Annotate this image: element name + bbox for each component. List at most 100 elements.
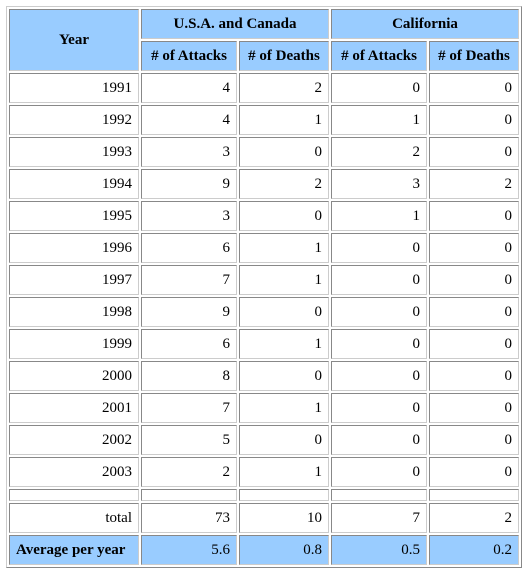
data-row: 2000 8 0 0 0	[9, 361, 519, 391]
header-row: # of Attacks # of Deaths # of Attacks # …	[9, 41, 519, 71]
data-row: 1994 9 2 3 2	[9, 169, 519, 199]
cell: 3	[141, 201, 237, 231]
group-header: U.S.A. and Canada	[141, 9, 329, 39]
row-label: 2002	[9, 425, 139, 455]
cell: 5	[141, 425, 237, 455]
row-label: 1991	[9, 73, 139, 103]
cell: 0.5	[331, 535, 427, 565]
year-header: Year	[9, 9, 139, 71]
data-row: 1995 3 0 1 0	[9, 201, 519, 231]
cell: 0	[429, 105, 519, 135]
column-header: # of Deaths	[429, 41, 519, 71]
cell: 0	[429, 137, 519, 167]
row-label: 1999	[9, 329, 139, 359]
cell: 2	[239, 73, 329, 103]
cell: 0	[331, 73, 427, 103]
data-row: 1996 6 1 0 0	[9, 233, 519, 263]
table-body: 1991 4 2 0 0 1992 4 1 1 0 1993 3 0 2 0 1994 9 2 3 2 1995 3 0 1 0…	[9, 73, 519, 565]
cell: 3	[141, 137, 237, 167]
cell: 0	[429, 201, 519, 231]
cell: 0.8	[239, 535, 329, 565]
cell: 2	[429, 503, 519, 533]
cell: 0	[429, 329, 519, 359]
cell: 0	[429, 233, 519, 263]
cell: 0	[331, 233, 427, 263]
cell: 0	[331, 265, 427, 295]
cell: 0	[429, 73, 519, 103]
cell: 9	[141, 297, 237, 327]
data-row: 1992 4 1 1 0	[9, 105, 519, 135]
row-label: 1992	[9, 105, 139, 135]
cell: 1	[239, 393, 329, 423]
cell: 1	[239, 233, 329, 263]
cell: 0	[429, 265, 519, 295]
data-row: 1997 7 1 0 0	[9, 265, 519, 295]
data-row: 2001 7 1 0 0	[9, 393, 519, 423]
cell: 2	[141, 457, 237, 487]
group-header: California	[331, 9, 519, 39]
row-label: 2001	[9, 393, 139, 423]
cell: 6	[141, 233, 237, 263]
empty-cell	[9, 489, 139, 501]
cell: 0	[331, 361, 427, 391]
cell: 0	[239, 425, 329, 455]
total-row: total 73 10 7 2	[9, 503, 519, 533]
cell: 73	[141, 503, 237, 533]
row-label: Average per year	[9, 535, 139, 565]
cell: 0	[331, 457, 427, 487]
cell: 3	[331, 169, 427, 199]
cell: 1	[239, 105, 329, 135]
cell: 2	[331, 137, 427, 167]
data-row: 2002 5 0 0 0	[9, 425, 519, 455]
row-label: 2003	[9, 457, 139, 487]
data-row: 1993 3 0 2 0	[9, 137, 519, 167]
data-row: 1991 4 2 0 0	[9, 73, 519, 103]
cell: 1	[331, 201, 427, 231]
row-label: 1998	[9, 297, 139, 327]
shark-attacks-table: Year U.S.A. and Canada California # of A…	[6, 6, 522, 568]
cell: 0	[429, 361, 519, 391]
cell: 0	[331, 329, 427, 359]
column-header: # of Deaths	[239, 41, 329, 71]
cell: 9	[141, 169, 237, 199]
cell: 7	[331, 503, 427, 533]
cell: 1	[239, 265, 329, 295]
cell: 4	[141, 73, 237, 103]
cell: 0	[239, 297, 329, 327]
cell: 0	[429, 297, 519, 327]
cell: 1	[239, 329, 329, 359]
row-label: 1995	[9, 201, 139, 231]
column-header: # of Attacks	[331, 41, 427, 71]
cell: 2	[239, 169, 329, 199]
cell: 0	[331, 425, 427, 455]
row-label: 1997	[9, 265, 139, 295]
cell: 10	[239, 503, 329, 533]
empty-cell	[331, 489, 427, 501]
cell: 2	[429, 169, 519, 199]
data-row: 2003 2 1 0 0	[9, 457, 519, 487]
row-label: 1994	[9, 169, 139, 199]
empty-cell	[429, 489, 519, 501]
cell: 0	[239, 361, 329, 391]
data-row: 1998 9 0 0 0	[9, 297, 519, 327]
spacer-row	[9, 489, 519, 501]
cell: 0.2	[429, 535, 519, 565]
cell: 8	[141, 361, 237, 391]
row-label: 1993	[9, 137, 139, 167]
cell: 7	[141, 265, 237, 295]
cell: 7	[141, 393, 237, 423]
row-label: 1996	[9, 233, 139, 263]
cell: 0	[331, 297, 427, 327]
column-header: # of Attacks	[141, 41, 237, 71]
empty-cell	[239, 489, 329, 501]
cell: 1	[239, 457, 329, 487]
row-label: total	[9, 503, 139, 533]
cell: 0	[239, 137, 329, 167]
row-label: 2000	[9, 361, 139, 391]
cell: 0	[429, 457, 519, 487]
header-row: Year U.S.A. and Canada California	[9, 9, 519, 71]
cell: 0	[429, 425, 519, 455]
empty-cell	[141, 489, 237, 501]
data-row: 1999 6 1 0 0	[9, 329, 519, 359]
